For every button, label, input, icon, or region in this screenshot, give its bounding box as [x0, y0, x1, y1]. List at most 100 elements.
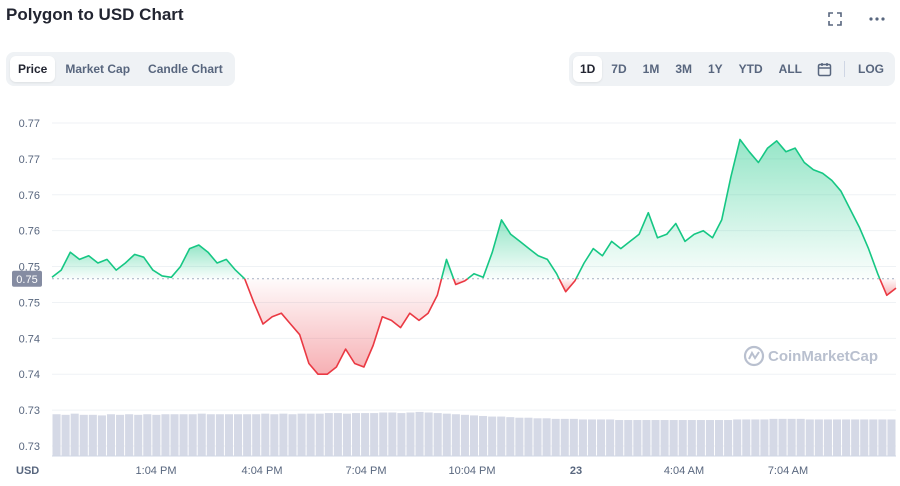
chart-type-tabs: Price Market Cap Candle Chart [6, 52, 235, 86]
volume-bar [796, 418, 805, 456]
volume-bar [769, 418, 778, 456]
volume-bar [61, 414, 70, 456]
volume-bar [814, 419, 823, 456]
volume-bar [415, 411, 424, 456]
volume-bar [179, 414, 188, 456]
volume-bar [678, 420, 687, 456]
volume-bar [887, 419, 896, 456]
y-tick-label: 0.77 [19, 118, 40, 130]
volume-bar [851, 419, 860, 456]
chart-actions [824, 8, 888, 30]
fullscreen-icon[interactable] [824, 8, 846, 30]
y-tick-label: 0.73 [19, 405, 40, 417]
x-tick-label: 4:04 PM [242, 465, 283, 477]
volume-bar [125, 414, 134, 456]
volume-bar [587, 419, 597, 456]
volume-bar [116, 414, 125, 456]
volume-bar [669, 420, 678, 456]
volume-bar [288, 414, 297, 456]
more-options-icon[interactable] [866, 8, 888, 30]
volume-bar [79, 414, 88, 456]
volume-bar [224, 414, 234, 456]
range-3m[interactable]: 3M [675, 62, 692, 76]
tab-price[interactable]: Price [10, 56, 56, 82]
price-area-up [52, 245, 245, 279]
volume-bar [805, 419, 814, 456]
y-tick-label: 0.74 [19, 333, 40, 345]
volume-bar [234, 414, 243, 456]
volume-bar [533, 418, 542, 456]
range-all[interactable]: ALL [778, 62, 802, 76]
volume-bar [615, 420, 624, 456]
volume-bar [569, 418, 578, 456]
tab-candle-chart[interactable]: Candle Chart [148, 62, 223, 76]
current-price-badge [12, 270, 42, 287]
page-title: Polygon to USD Chart [6, 5, 184, 24]
volume-bar [424, 412, 433, 456]
volume-bar [560, 418, 569, 456]
volume-bar [70, 413, 79, 456]
volume-bar [297, 413, 306, 456]
price-line-up [467, 219, 560, 280]
volume-bar [606, 419, 615, 456]
volume-bar [506, 417, 515, 456]
price-area-down [879, 278, 896, 296]
tab-market-cap[interactable]: Market Cap [65, 62, 131, 76]
x-tick-label: 7:04 PM [346, 465, 387, 477]
y-tick-label: 0.76 [19, 226, 40, 238]
volume-bar [270, 414, 279, 456]
range-7d[interactable]: 7D [611, 62, 627, 76]
y-tick-label: 0.77 [19, 154, 40, 166]
volume-bar [878, 419, 887, 456]
volume-bar [388, 412, 397, 456]
x-tick-label: 23 [570, 465, 582, 477]
range-1m[interactable]: 1M [642, 62, 660, 76]
volume-bar [733, 419, 742, 456]
volume-bar [642, 420, 651, 456]
volume-bar [451, 414, 460, 456]
volume-bar [551, 418, 560, 456]
y-tick-label: 0.76 [19, 190, 40, 202]
volume-bar [497, 416, 506, 456]
volume-bar [842, 419, 851, 456]
log-scale-toggle[interactable]: LOG [858, 62, 884, 76]
volume-bar [106, 414, 116, 456]
price-area-up [576, 139, 880, 279]
coinmarketcap-logo-icon [743, 345, 765, 367]
volume-bar [324, 413, 333, 456]
volume-bar [633, 420, 642, 456]
range-ytd[interactable]: YTD [738, 62, 763, 76]
volume-bar [469, 415, 479, 456]
volume-bar [215, 414, 224, 456]
x-tick-label: 4:04 AM [664, 465, 704, 477]
volume-bar [460, 414, 469, 456]
volume-bar [333, 413, 342, 456]
volume-bar [651, 420, 660, 456]
calendar-icon[interactable] [811, 58, 838, 81]
x-tick-label: 10:04 PM [448, 465, 495, 477]
volume-bar [597, 419, 606, 456]
price-line-down [452, 278, 469, 286]
volume-bar [261, 413, 270, 456]
volume-bar [524, 417, 533, 456]
price-area-up [441, 259, 454, 279]
volume-bar [515, 417, 524, 456]
price-area-up [467, 219, 560, 279]
volume-bar [406, 412, 415, 456]
volume-bar [88, 414, 97, 456]
volume-bar [379, 412, 388, 456]
y-tick-label: 0.73 [19, 441, 40, 453]
volume-bar [152, 414, 161, 456]
volume-bar [442, 413, 451, 456]
range-1y[interactable]: 1Y [707, 62, 723, 76]
volume-bar [624, 420, 633, 456]
price-line-down [879, 278, 897, 297]
volume-bar [243, 414, 252, 456]
x-tick-label: 7:04 AM [768, 465, 808, 477]
volume-bar [578, 419, 587, 456]
range-1d[interactable]: 1D [572, 56, 603, 82]
price-area-down [453, 278, 468, 285]
volume-bar [787, 418, 796, 456]
volume-bar [52, 414, 61, 456]
